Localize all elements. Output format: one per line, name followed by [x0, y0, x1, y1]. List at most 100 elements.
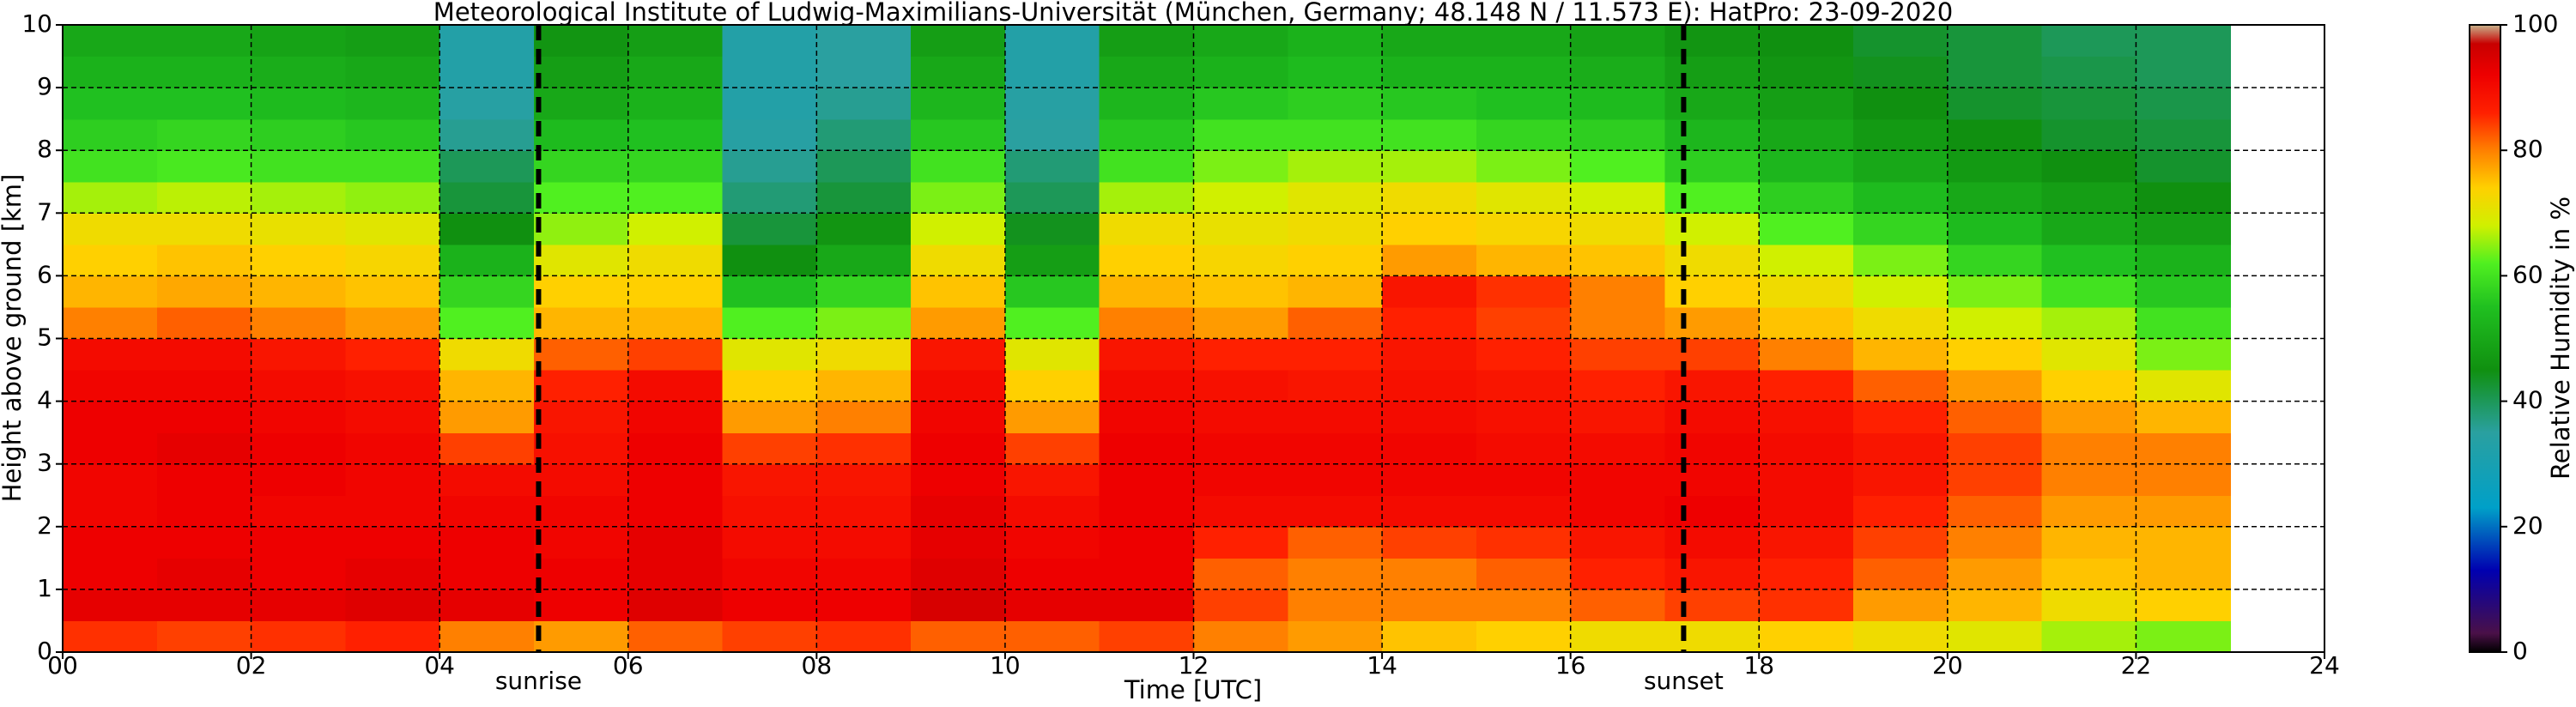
- heatmap-cell: [1570, 401, 1666, 433]
- heatmap-cell: [1193, 495, 1288, 528]
- x-tick-label: 24: [2309, 651, 2340, 680]
- colorbar-tick-label: 20: [2512, 511, 2543, 540]
- heatmap-cell: [1759, 620, 1854, 653]
- heatmap-cell: [1947, 463, 2043, 496]
- heatmap-cell: [816, 463, 912, 496]
- heatmap-cell: [1382, 275, 1477, 308]
- heatmap-cell: [722, 213, 817, 245]
- heatmap-cell: [1099, 181, 1195, 214]
- heatmap-cell: [1476, 150, 1572, 183]
- heatmap-cell: [63, 88, 158, 120]
- heatmap-cell: [156, 306, 252, 340]
- heatmap-cell: [1947, 25, 2043, 57]
- heatmap-cell: [816, 558, 912, 590]
- heatmap-cell: [1759, 495, 1854, 528]
- heatmap-cell: [1004, 56, 1100, 88]
- heatmap-cell: [2136, 401, 2231, 433]
- heatmap-cell: [1004, 558, 1100, 590]
- heatmap-cell: [1853, 495, 1949, 528]
- heatmap-cell: [156, 150, 252, 183]
- heatmap-cell: [251, 589, 346, 622]
- heatmap-cell: [1193, 463, 1288, 496]
- heatmap-cell: [1099, 244, 1195, 276]
- heatmap-cell: [533, 495, 629, 528]
- heatmap-cell: [63, 56, 158, 88]
- heatmap-cell: [1947, 558, 2043, 590]
- heatmap-cell: [345, 370, 440, 402]
- heatmap-cell: [251, 463, 346, 496]
- heatmap-cell: [1382, 213, 1477, 245]
- heatmap-cell: [439, 558, 535, 590]
- heatmap-cell: [1382, 558, 1477, 590]
- heatmap-cell: [1288, 306, 1383, 340]
- heatmap-cell: [63, 181, 158, 214]
- heatmap-cell: [345, 526, 440, 559]
- heatmap-cell: [1099, 88, 1195, 120]
- heatmap-cell: [63, 558, 158, 590]
- heatmap-cell: [1853, 401, 1949, 433]
- heatmap-cell: [251, 370, 346, 402]
- heatmap-cell: [533, 370, 629, 402]
- heatmap-cell: [156, 589, 252, 622]
- heatmap-cell: [2041, 526, 2137, 559]
- heatmap-cell: [1004, 181, 1100, 214]
- heatmap-cell: [1476, 338, 1572, 371]
- x-tick-label: 18: [1743, 651, 1774, 680]
- heatmap-cell: [2041, 620, 2137, 653]
- heatmap-cell: [1664, 401, 1760, 433]
- heatmap-cell: [816, 526, 912, 559]
- heatmap-cell: [2136, 338, 2231, 371]
- heatmap-cell: [345, 495, 440, 528]
- heatmap-cell: [439, 589, 535, 622]
- heatmap-cell: [1759, 25, 1854, 57]
- heatmap-cell: [439, 463, 535, 496]
- heatmap-cell: [156, 370, 252, 402]
- heatmap-cell: [1476, 620, 1572, 653]
- heatmap-cell: [1570, 244, 1666, 276]
- heatmap-cell: [722, 150, 817, 183]
- heatmap-cell: [439, 25, 535, 57]
- heatmap-cell: [722, 558, 817, 590]
- heatmap-cell: [2041, 589, 2137, 622]
- heatmap-cell: [1664, 370, 1760, 402]
- heatmap-cell: [2041, 56, 2137, 88]
- colorbar-tick-label: 60: [2512, 260, 2543, 288]
- heatmap-cell: [1664, 213, 1760, 245]
- heatmap-cell: [1004, 620, 1100, 653]
- heatmap-cell: [1193, 526, 1288, 559]
- heatmap-cell: [722, 25, 817, 57]
- heatmap-cell: [1099, 401, 1195, 433]
- y-tick-label: 6: [37, 260, 52, 288]
- heatmap-cell: [1099, 589, 1195, 622]
- heatmap-cell: [1853, 306, 1949, 340]
- heatmap-cell: [1853, 526, 1949, 559]
- x-tick-label: 22: [2121, 651, 2152, 680]
- heatmap-cell: [156, 558, 252, 590]
- heatmap-cell: [2136, 558, 2231, 590]
- y-tick-label: 3: [37, 449, 52, 477]
- heatmap-cell: [627, 306, 724, 340]
- heatmap-cell: [1193, 401, 1288, 433]
- heatmap-cell: [1099, 213, 1195, 245]
- heatmap-cell: [1759, 526, 1854, 559]
- heatmap-cell: [439, 401, 535, 433]
- heatmap-cell: [63, 620, 158, 653]
- heatmap-cell: [439, 526, 535, 559]
- heatmap-cell: [816, 118, 912, 151]
- heatmap-cell: [1947, 370, 2043, 402]
- heatmap-cell: [1759, 338, 1854, 371]
- heatmap-cell: [2136, 620, 2231, 653]
- heatmap-cell: [722, 495, 817, 528]
- heatmap-cell: [1570, 432, 1666, 465]
- heatmap-cell: [911, 401, 1006, 433]
- heatmap-cell: [2136, 370, 2231, 402]
- heatmap-cell: [533, 244, 629, 276]
- heatmap-cell: [1193, 589, 1288, 622]
- heatmap-cell: [439, 620, 535, 653]
- heatmap-cell: [1570, 275, 1666, 308]
- heatmap-cell: [345, 589, 440, 622]
- heatmap-cell: [1759, 56, 1854, 88]
- heatmap-cell: [1947, 56, 2043, 88]
